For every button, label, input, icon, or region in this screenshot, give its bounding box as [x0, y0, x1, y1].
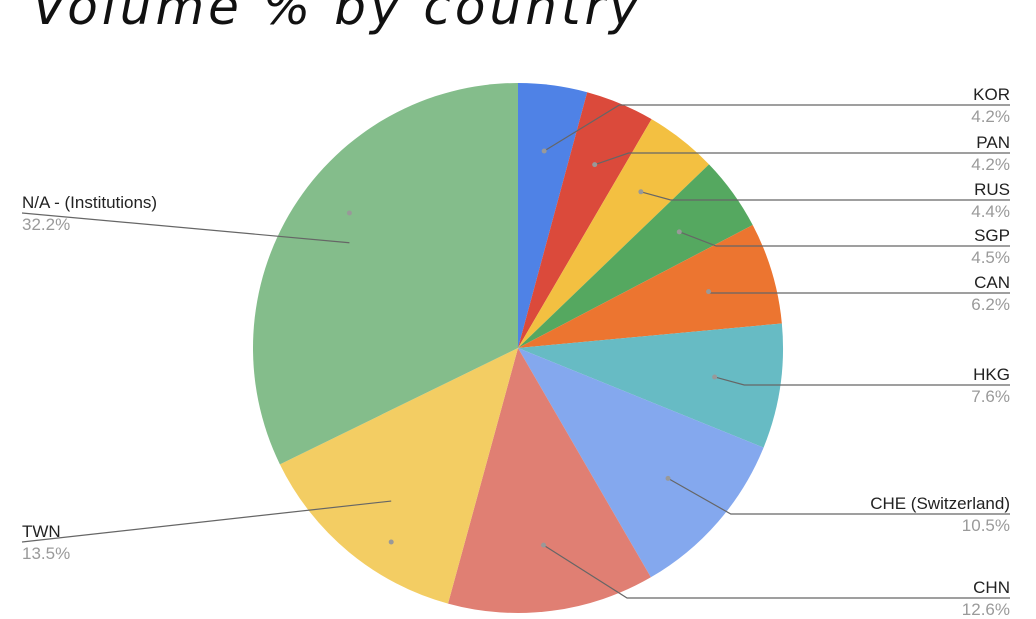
leader-line: [543, 104, 1010, 152]
slice-label: PAN: [976, 133, 1010, 152]
leader-dot: [676, 229, 682, 235]
slice-value: 4.4%: [971, 202, 1010, 221]
leader-line: [594, 152, 1010, 166]
leader-dot: [388, 539, 394, 545]
slice-value: 10.5%: [962, 516, 1010, 535]
pie-slice-kor: [518, 83, 588, 348]
leader-dot: [638, 189, 644, 195]
slice-label: TWN: [22, 522, 61, 541]
slice-label: KOR: [973, 85, 1010, 104]
slice-value: 4.2%: [971, 107, 1010, 126]
pie-slice-rus: [518, 119, 710, 349]
slice-label: N/A - (Institutions): [22, 193, 157, 212]
chart-title: Volume % by country: [32, 0, 643, 36]
slice-value: 4.2%: [971, 155, 1010, 174]
slice-value: 4.5%: [971, 248, 1010, 267]
pie-slice-n-a-institutions-: [252, 83, 518, 465]
pie-slice-twn: [279, 348, 518, 604]
leader-dot: [592, 162, 598, 168]
slice-value: 7.6%: [971, 387, 1010, 406]
leader-dot: [541, 542, 547, 548]
pie-slice-hkg: [518, 323, 784, 448]
slice-label: CHE (Switzerland): [870, 494, 1010, 513]
slice-label: CHN: [973, 578, 1010, 597]
slice-label: CAN: [974, 273, 1010, 292]
leader-line: [21, 500, 392, 543]
leader-dot: [541, 148, 547, 154]
pie-slice-sgp: [518, 164, 753, 348]
leader-line: [667, 477, 1010, 515]
slice-value: 6.2%: [971, 295, 1010, 314]
slice-value: 12.6%: [962, 600, 1010, 619]
slice-value: 32.2%: [22, 215, 70, 234]
leader-dot: [665, 475, 671, 481]
leader-line: [714, 376, 1010, 386]
slice-label: SGP: [974, 226, 1010, 245]
slice-label: RUS: [974, 180, 1010, 199]
slice-value: 13.5%: [22, 544, 70, 563]
pie-slice-chn: [448, 348, 651, 613]
leader-line: [640, 191, 1010, 201]
slice-label: HKG: [973, 365, 1010, 384]
leader-dot: [712, 374, 718, 380]
leader-line: [679, 231, 1010, 247]
leader-dot: [346, 210, 352, 216]
pie-slice-che-switzerland-: [518, 348, 764, 578]
leader-line: [543, 544, 1010, 599]
leader-dot: [706, 289, 712, 295]
pie-slice-can: [518, 224, 782, 348]
leader-line: [21, 212, 350, 244]
